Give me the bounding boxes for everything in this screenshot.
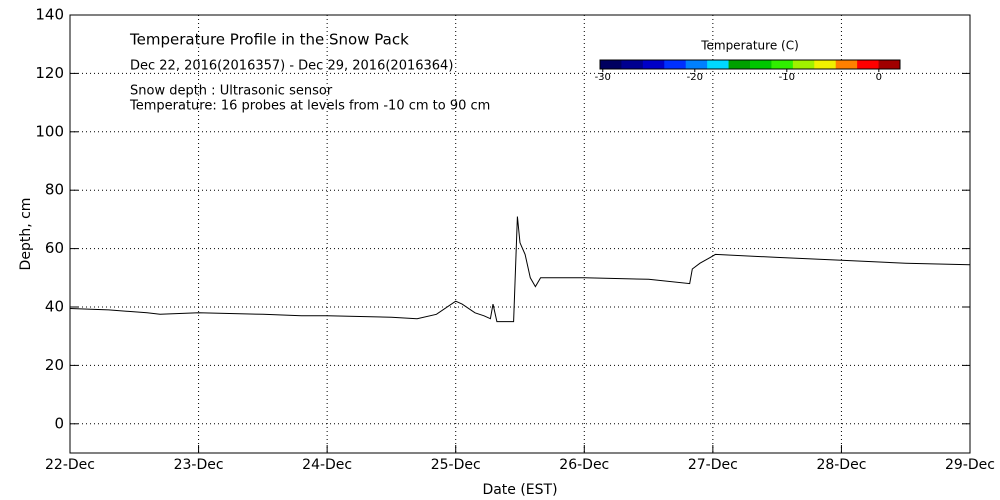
x-tick-label: 25-Dec bbox=[431, 457, 481, 473]
colorbar-swatch bbox=[664, 60, 687, 69]
colorbar-swatch bbox=[621, 60, 644, 69]
x-tick-label: 26-Dec bbox=[559, 457, 609, 473]
colorbar-label: Temperature (C) bbox=[700, 39, 799, 53]
chart-subtitle: Dec 22, 2016(2016357) - Dec 29, 2016(201… bbox=[130, 59, 453, 74]
annotation: Temperature: 16 probes at levels from -1… bbox=[129, 99, 490, 114]
y-tick-label: 0 bbox=[54, 414, 64, 432]
x-tick-label: 27-Dec bbox=[688, 457, 738, 473]
y-tick-label: 20 bbox=[45, 356, 64, 374]
colorbar-swatch bbox=[835, 60, 858, 69]
colorbar-tick-label: -20 bbox=[687, 72, 703, 83]
colorbar-tick-label: -10 bbox=[779, 72, 795, 83]
y-tick-label: 60 bbox=[45, 239, 64, 257]
colorbar-swatch bbox=[707, 60, 730, 69]
colorbar-frame bbox=[599, 59, 901, 70]
colorbar-swatch bbox=[685, 60, 708, 69]
colorbar-tick-label: 0 bbox=[876, 72, 882, 83]
colorbar-swatch bbox=[728, 60, 751, 69]
colorbar-swatch bbox=[792, 60, 815, 69]
y-tick-label: 80 bbox=[45, 181, 64, 199]
depth-line bbox=[69, 216, 971, 323]
colorbar-swatch bbox=[857, 60, 880, 69]
colorbar-swatch bbox=[642, 60, 665, 69]
plot-frame bbox=[69, 14, 971, 454]
colorbar-swatch bbox=[814, 60, 837, 69]
x-tick-label: 24-Dec bbox=[302, 457, 352, 473]
colorbar-swatch bbox=[600, 60, 622, 69]
colorbar-swatch bbox=[878, 60, 901, 69]
annotation: Snow depth : Ultrasonic sensor bbox=[130, 84, 333, 99]
y-tick-label: 120 bbox=[35, 64, 64, 82]
x-tick-label: 29-Dec bbox=[945, 457, 995, 473]
colorbar-swatch bbox=[750, 60, 772, 69]
x-axis-label: Date (EST) bbox=[482, 482, 557, 498]
y-tick-label: 140 bbox=[35, 6, 64, 24]
x-tick-label: 28-Dec bbox=[816, 457, 866, 473]
x-tick-label: 22-Dec bbox=[45, 457, 95, 473]
y-tick-label: 100 bbox=[35, 122, 64, 140]
chart-title: Temperature Profile in the Snow Pack bbox=[129, 31, 409, 49]
x-tick-label: 23-Dec bbox=[174, 457, 224, 473]
colorbar-swatch bbox=[771, 60, 794, 69]
colorbar-tick-label: -30 bbox=[595, 72, 611, 83]
y-tick-label: 40 bbox=[45, 298, 64, 316]
y-axis-label: Depth, cm bbox=[18, 198, 34, 271]
